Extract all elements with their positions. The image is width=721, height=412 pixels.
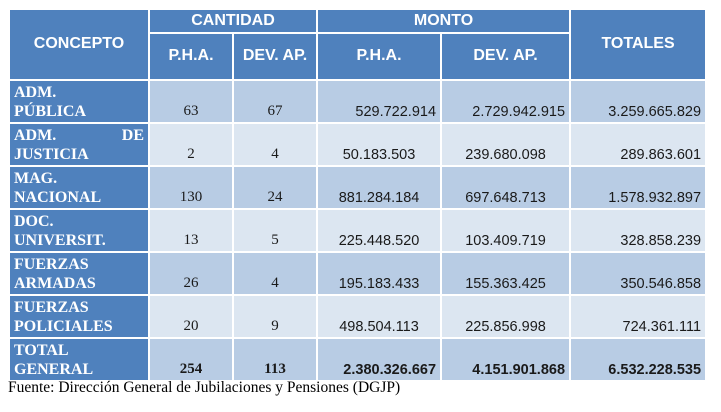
cell-cantidad-dev-ap: 24 <box>231 165 319 210</box>
cell-monto-dev-ap: 4.151.901.868 <box>440 337 572 382</box>
source-note: Fuente: Dirección General de Jubilacione… <box>8 379 401 396</box>
header-cantidad-dev-ap: DEV. AP. <box>231 32 319 81</box>
row-label-line1: ADM. DE <box>14 127 144 146</box>
row-label-line1: MAG. <box>14 170 58 188</box>
cell-monto-pha: 529.722.914 <box>316 79 443 124</box>
header-row-2: P.H.A. DEV. AP. P.H.A. DEV. AP. <box>9 32 706 81</box>
cell-monto-pha: 498.504.113 <box>316 294 443 339</box>
cell-monto-dev-ap: 697.648.713 <box>440 165 572 210</box>
table-row-adm-justicia: ADM. DE JUSTICIA 2 4 50.183.503 239.680.0… <box>8 122 708 167</box>
row-label-line2: NACIONAL <box>14 189 102 207</box>
report-table: CONCEPTO CANTIDAD MONTO TOTALES P.H.A. D… <box>8 8 708 382</box>
cell-cantidad-pha: 63 <box>148 79 234 124</box>
row-label-line1: TOTAL <box>14 342 69 360</box>
cell-total: 3.259.665.829 <box>569 79 708 124</box>
row-label-line2: UNIVERSIT. <box>14 232 106 250</box>
cell-cantidad-pha: 130 <box>148 165 234 210</box>
row-label-line2: GENERAL <box>14 361 94 379</box>
row-label-line2: PÚBLICA <box>14 103 87 121</box>
header-row-1: CONCEPTO CANTIDAD MONTO TOTALES <box>8 8 708 81</box>
cell-monto-dev-ap: 239.680.098 <box>440 122 572 167</box>
cell-cantidad-dev-ap: 67 <box>231 79 319 124</box>
cell-monto-pha: 195.183.433 <box>316 251 443 296</box>
row-label: FUERZAS ARMADAS <box>8 251 150 296</box>
row-label: ADM. DE JUSTICIA <box>8 122 150 167</box>
cell-cantidad-dev-ap: 113 <box>231 337 319 382</box>
row-label-line2: JUSTICIA <box>14 146 89 164</box>
row-label-line1-part2: DE <box>121 127 144 145</box>
table-row-fuerzas-policiales: FUERZAS POLICIALES 20 9 498.504.113 225.… <box>8 294 708 339</box>
cell-total: 289.863.601 <box>569 122 708 167</box>
cell-cantidad-pha: 254 <box>148 337 234 382</box>
cell-total: 350.546.858 <box>569 251 708 296</box>
report-table-container: CONCEPTO CANTIDAD MONTO TOTALES P.H.A. D… <box>8 8 708 382</box>
cell-cantidad-dev-ap: 4 <box>231 122 319 167</box>
cell-monto-dev-ap: 225.856.998 <box>440 294 572 339</box>
cell-monto-pha: 50.183.503 <box>316 122 443 167</box>
cell-total: 328.858.239 <box>569 208 708 253</box>
cell-monto-pha: 881.284.184 <box>316 165 443 210</box>
cell-cantidad-pha: 13 <box>148 208 234 253</box>
table-row-doc-universit: DOC. UNIVERSIT. 13 5 225.448.520 103.409… <box>8 208 708 253</box>
table-row-mag-nacional: MAG. NACIONAL 130 24 881.284.184 697.648… <box>8 165 708 210</box>
row-label-line2: POLICIALES <box>14 318 113 336</box>
row-label-line1: DOC. <box>14 213 54 231</box>
cell-monto-dev-ap: 103.409.719 <box>440 208 572 253</box>
header-cantidad-pha: P.H.A. <box>148 32 234 81</box>
header-concepto: CONCEPTO <box>8 8 150 81</box>
cell-cantidad-pha: 26 <box>148 251 234 296</box>
cell-cantidad-dev-ap: 9 <box>231 294 319 339</box>
row-label: ADM. PÚBLICA <box>8 79 150 124</box>
row-label: FUERZAS POLICIALES <box>8 294 150 339</box>
row-label: MAG. NACIONAL <box>8 165 150 210</box>
cell-cantidad-dev-ap: 4 <box>231 251 319 296</box>
header-monto-dev-ap: DEV. AP. <box>440 32 572 81</box>
row-label: TOTAL GENERAL <box>8 337 150 382</box>
header-cantidad: CANTIDAD <box>147 8 319 34</box>
cell-monto-pha: 2.380.326.667 <box>316 337 443 382</box>
cell-cantidad-pha: 20 <box>148 294 234 339</box>
row-label: DOC. UNIVERSIT. <box>8 208 150 253</box>
header-totales: TOTALES <box>569 8 708 81</box>
cell-total: 6.532.228.535 <box>569 337 708 382</box>
table-row-adm-publica: ADM. PÚBLICA 63 67 529.722.914 2.729.942… <box>8 79 708 124</box>
table-row-fuerzas-armadas: FUERZAS ARMADAS 26 4 195.183.433 155.363… <box>8 251 708 296</box>
cell-monto-dev-ap: 155.363.425 <box>440 251 572 296</box>
row-label-line1: ADM. <box>14 84 57 102</box>
row-label-line1: FUERZAS <box>14 256 89 274</box>
row-label-line1: FUERZAS <box>14 299 89 317</box>
table-row-total-general: TOTAL GENERAL 254 113 2.380.326.667 4.15… <box>8 337 708 382</box>
cell-cantidad-dev-ap: 5 <box>231 208 319 253</box>
cell-monto-dev-ap: 2.729.942.915 <box>440 79 572 124</box>
header-monto-pha: P.H.A. <box>316 32 443 81</box>
cell-monto-pha: 225.448.520 <box>316 208 443 253</box>
row-label-line2: ARMADAS <box>14 275 96 293</box>
header-monto: MONTO <box>316 8 572 34</box>
cell-cantidad-pha: 2 <box>148 122 234 167</box>
cell-total: 724.361.111 <box>569 294 708 339</box>
row-label-line1-part1: ADM. <box>14 127 57 145</box>
cell-total: 1.578.932.897 <box>569 165 708 210</box>
